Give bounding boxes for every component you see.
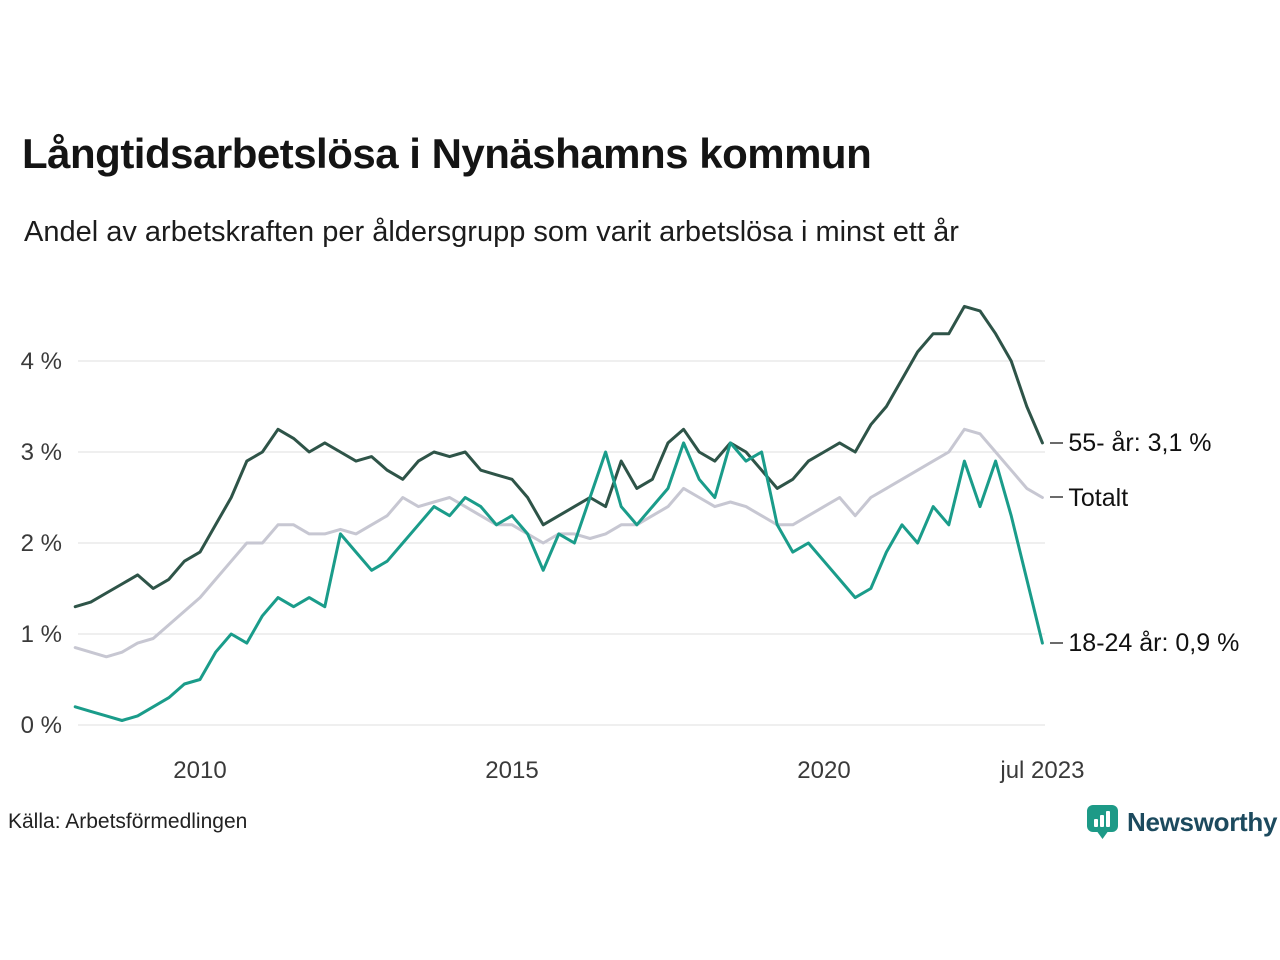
y-tick-label: 0 %	[21, 712, 62, 739]
y-tick-label: 2 %	[21, 530, 62, 557]
y-tick-label: 4 %	[21, 348, 62, 375]
y-tick-label: 3 %	[21, 439, 62, 466]
newsworthy-icon	[1087, 805, 1118, 839]
newsworthy-logo[interactable]: Newsworthy	[1086, 804, 1277, 841]
series-line-55-ar	[73, 304, 1044, 609]
page-subtitle: Andel av arbetskraften per åldersgrupp s…	[24, 216, 959, 248]
x-tick-label: jul 2023	[999, 757, 1084, 784]
series-line-18-24-ar	[73, 441, 1044, 722]
x-tick-label: 2015	[485, 757, 538, 784]
x-tick-label: 2010	[173, 757, 226, 784]
y-tick-label: 1 %	[21, 621, 62, 648]
newsworthy-wordmark: Newsworthy	[1127, 807, 1278, 837]
x-tick-label: 2020	[797, 757, 850, 784]
page-title: Långtidsarbetslösa i Nynäshamns kommun	[22, 130, 872, 177]
source-note: Källa: Arbetsförmedlingen	[8, 810, 248, 833]
